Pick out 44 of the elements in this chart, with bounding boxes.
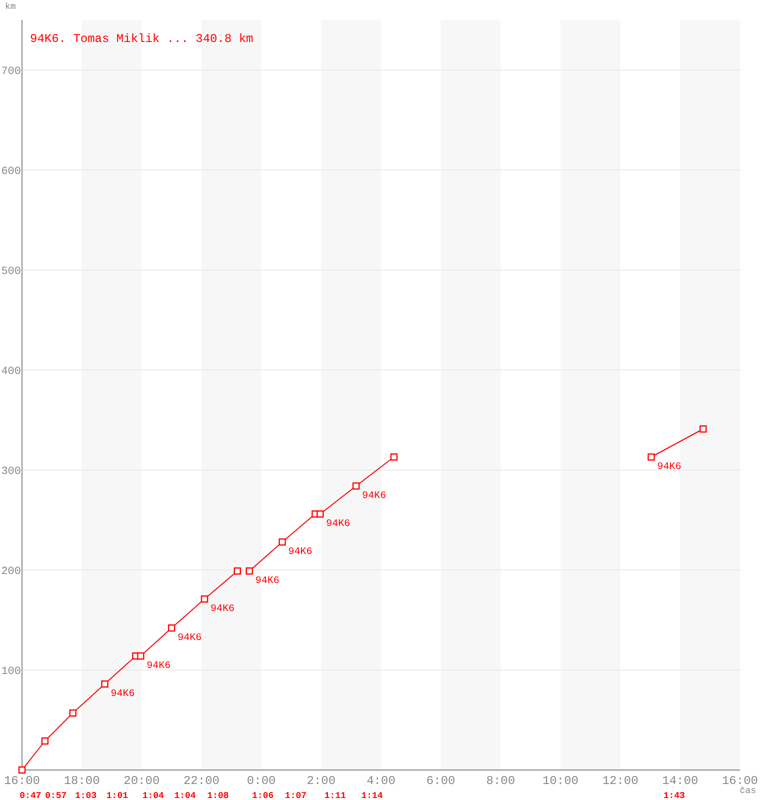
y-axis-title: km	[5, 2, 16, 12]
y-tick-label: 300	[1, 466, 21, 478]
annotation: 94K6	[178, 633, 202, 644]
x-tick-label: 2:00	[306, 774, 336, 788]
y-tick-label: 600	[1, 166, 21, 178]
annotation: 94K6	[210, 604, 235, 615]
text: 1:06	[252, 791, 274, 800]
x-tick-label: 12:00	[602, 774, 638, 788]
x-tick-label: 14:00	[662, 774, 698, 788]
text: 1:04	[142, 791, 165, 800]
annotation: 94K6	[326, 519, 350, 530]
x-tick-label: 16:00	[4, 774, 40, 788]
text: 1:07	[284, 791, 307, 800]
text: 1:01	[106, 791, 129, 800]
annotation: 94K6	[288, 547, 312, 558]
y-tick-label: 700	[1, 66, 21, 78]
text: 1:43	[663, 791, 685, 800]
y-tick-label: 200	[1, 566, 21, 578]
text: 1:04	[174, 791, 196, 800]
y-tick-label: 400	[1, 366, 21, 378]
text: 1:14	[361, 791, 384, 800]
x-tick-label: 8:00	[486, 774, 516, 788]
text: 0:47	[20, 791, 42, 800]
x-tick-label: 20:00	[124, 774, 160, 788]
y-tick-label: 100	[1, 666, 21, 678]
annotation: 94K6	[657, 462, 682, 473]
text: 0:57	[45, 791, 67, 800]
annotation: 94K6	[146, 661, 171, 672]
x-tick-label: 18:00	[64, 774, 100, 788]
annotation: 94K6	[362, 491, 386, 502]
x-tick-label: 4:00	[366, 774, 396, 788]
text: 1:08	[207, 791, 229, 800]
y-tick-label: 500	[1, 266, 21, 278]
x-tick-label: 6:00	[426, 774, 456, 788]
x-tick-label: 16:00	[722, 774, 758, 788]
x-axis-title: čas	[740, 786, 756, 796]
annotation: 94K6	[110, 689, 135, 700]
text: 1:03	[75, 791, 97, 800]
annotation: 94K6	[255, 576, 280, 587]
x-tick-label: 22:00	[183, 774, 220, 788]
text: 1:11	[324, 791, 347, 800]
x-tick-label: 0:00	[246, 774, 276, 788]
x-tick-label: 10:00	[542, 774, 579, 788]
text: 94K6. Tomas Miklik ... 340.8 km	[30, 32, 254, 46]
